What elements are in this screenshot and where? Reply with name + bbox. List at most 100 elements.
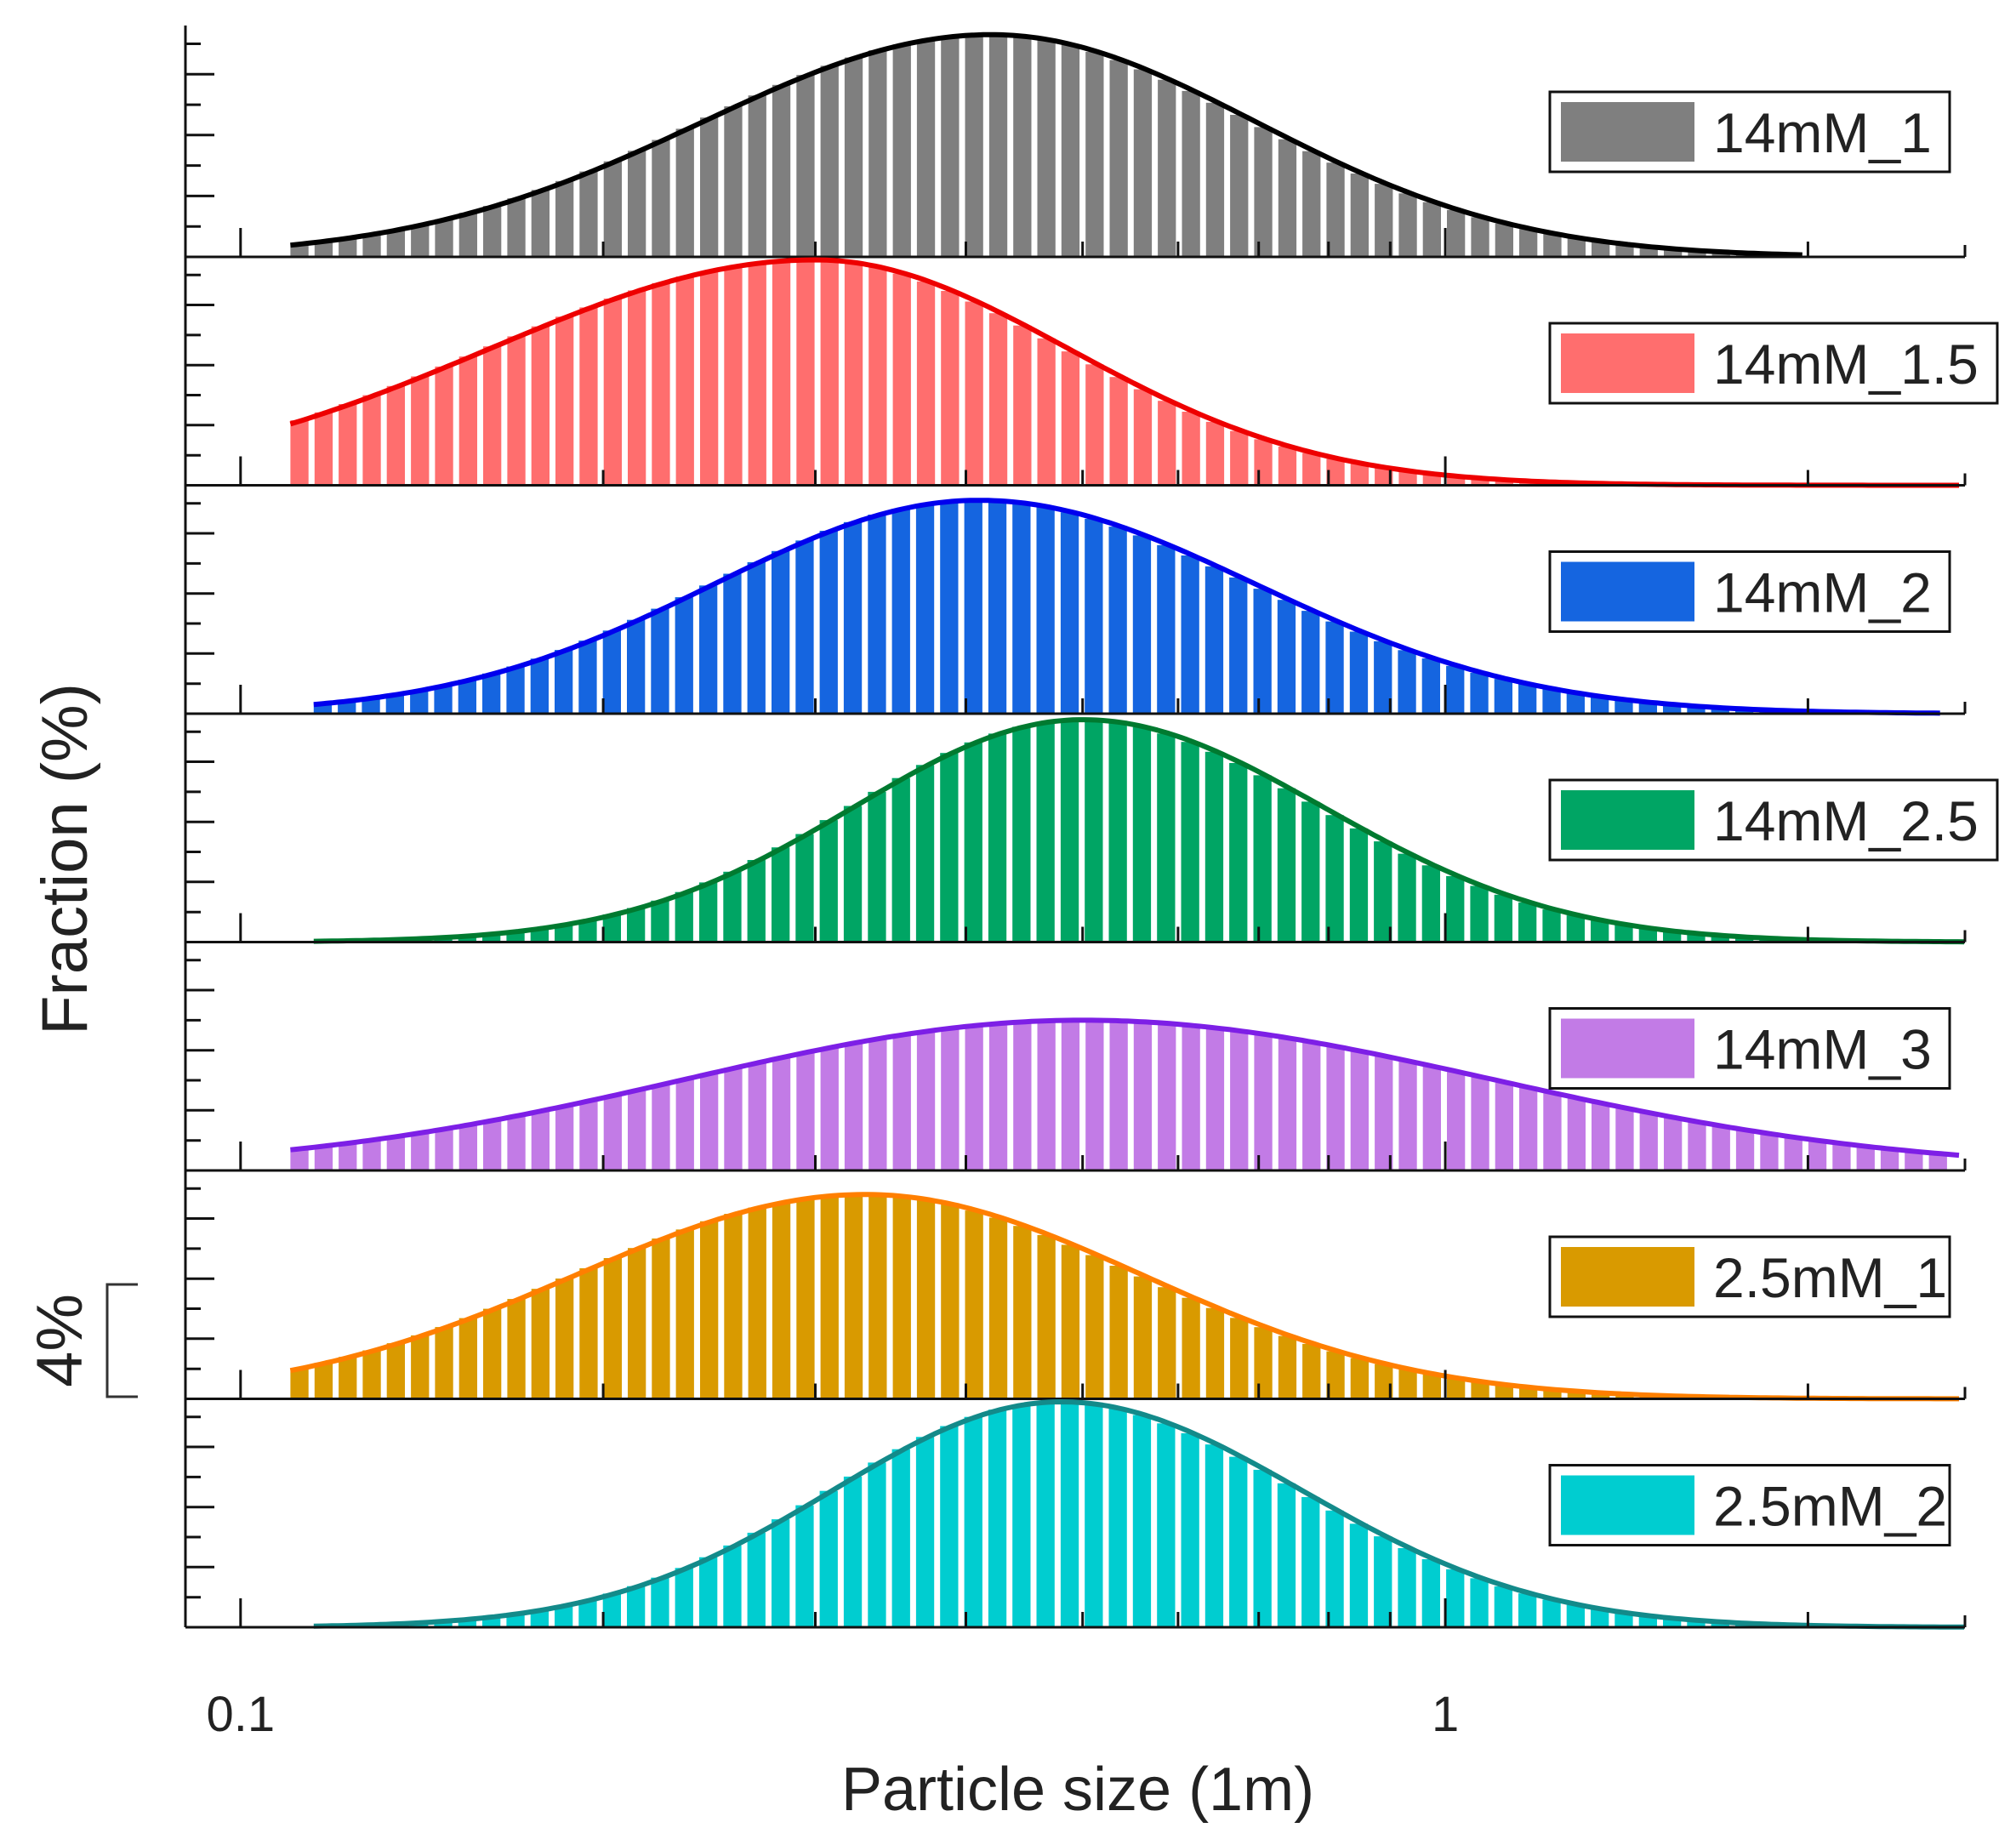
bar-14mM_2.5-42 xyxy=(1325,815,1344,942)
bar-14mM_3-18 xyxy=(724,1068,743,1170)
bar-14mM_3-44 xyxy=(1350,1051,1369,1170)
bar-14mM_2.5-45 xyxy=(1398,853,1416,942)
bar-14mM_1.5-44 xyxy=(1350,464,1369,486)
bar-2.5mM_1-4 xyxy=(386,1343,405,1399)
bar-14mM_3-30 xyxy=(1013,1022,1032,1170)
bar-14mM_1.5-9 xyxy=(507,336,526,486)
bar-2.5mM_2-5 xyxy=(434,1620,453,1627)
bar-14mM_2-53 xyxy=(1591,697,1609,714)
bar-2.5mM_1-35 xyxy=(1133,1276,1153,1399)
bar-14mM_1-39 xyxy=(1230,115,1249,257)
bar-14mM_3-46 xyxy=(1398,1061,1417,1170)
bar-2.5mM_2-10 xyxy=(555,1605,573,1627)
bar-14mM_2.5-46 xyxy=(1421,865,1440,942)
bar-14mM_1.5-20 xyxy=(772,260,791,486)
bar-14mM_2-57 xyxy=(1687,706,1706,714)
bar-2.5mM_2-30 xyxy=(1036,1402,1055,1627)
legend-swatch-2.5mM_2 xyxy=(1561,1475,1694,1535)
bar-14mM_2.5-16 xyxy=(699,882,718,942)
bar-14mM_2.5-48 xyxy=(1470,885,1489,942)
bar-2.5mM_1-32 xyxy=(1061,1244,1080,1399)
bar-14mM_3-27 xyxy=(941,1028,960,1170)
bar-2.5mM_1-48 xyxy=(1447,1378,1466,1399)
bar-14mM_3-15 xyxy=(652,1084,670,1170)
bar-2.5mM_1-33 xyxy=(1085,1255,1104,1399)
bar-2.5mM_1-41 xyxy=(1278,1335,1297,1399)
bar-14mM_2.5-44 xyxy=(1374,841,1392,942)
bar-14mM_1.5-48 xyxy=(1447,476,1466,486)
bar-2.5mM_2-51 xyxy=(1542,1599,1561,1627)
bar-14mM_2-2 xyxy=(362,698,380,714)
bar-2.5mM_2-25 xyxy=(915,1437,935,1627)
bar-2.5mM_1-47 xyxy=(1422,1374,1441,1399)
bar-14mM_3-25 xyxy=(892,1034,911,1170)
bar-14mM_2.5-54 xyxy=(1615,925,1633,942)
bar-14mM_1-51 xyxy=(1519,229,1538,257)
bar-14mM_3-29 xyxy=(988,1023,1008,1170)
bar-14mM_3-12 xyxy=(579,1100,598,1170)
bar-14mM_2-13 xyxy=(627,619,646,714)
bar-2.5mM_2-43 xyxy=(1349,1523,1369,1627)
bar-2.5mM_2-31 xyxy=(1060,1402,1079,1627)
bar-14mM_1.5-1 xyxy=(314,412,333,486)
bar-14mM_2.5-47 xyxy=(1446,875,1465,942)
bar-14mM_2.5-28 xyxy=(988,733,1007,942)
bar-14mM_2.5-43 xyxy=(1349,828,1369,942)
bar-14mM_2-20 xyxy=(795,540,814,714)
bar-14mM_2.5-26 xyxy=(940,753,959,942)
bar-14mM_2-56 xyxy=(1663,704,1682,714)
bar-14mM_3-58 xyxy=(1688,1122,1706,1170)
bar-14mM_1-49 xyxy=(1471,217,1489,257)
bar-14mM_1-26 xyxy=(916,39,936,257)
fit-line-2.5mM_1 xyxy=(289,1192,1959,1402)
bar-14mM_2-52 xyxy=(1566,692,1585,714)
bar-2.5mM_2-48 xyxy=(1470,1578,1489,1627)
bar-14mM_1-55 xyxy=(1615,244,1634,257)
scale-bar-bracket xyxy=(105,1283,138,1398)
bar-14mM_1.5-32 xyxy=(1061,351,1080,486)
bar-14mM_1.5-45 xyxy=(1375,467,1393,486)
bar-2.5mM_2-13 xyxy=(627,1586,646,1627)
bar-14mM_1-2 xyxy=(339,237,357,257)
bar-14mM_1.5-0 xyxy=(290,420,309,486)
bar-14mM_1.5-7 xyxy=(458,356,477,486)
bar-2.5mM_1-7 xyxy=(458,1318,477,1399)
bar-2.5mM_2-55 xyxy=(1638,1615,1657,1627)
bar-2.5mM_2-39 xyxy=(1253,1469,1272,1627)
bar-14mM_1.5-35 xyxy=(1133,389,1153,486)
bar-2.5mM_2-41 xyxy=(1301,1496,1320,1627)
bar-14mM_2.5-59 xyxy=(1735,937,1754,942)
bar-14mM_2-49 xyxy=(1494,679,1512,714)
bar-14mM_3-0 xyxy=(290,1148,309,1170)
bar-14mM_2-46 xyxy=(1421,658,1440,714)
bar-2.5mM_1-20 xyxy=(772,1202,791,1399)
bar-2.5mM_1-50 xyxy=(1495,1385,1513,1399)
bar-14mM_3-22 xyxy=(820,1047,839,1170)
bar-14mM_2-45 xyxy=(1398,650,1416,714)
bar-2.5mM_2-11 xyxy=(578,1600,597,1627)
bar-14mM_1.5-36 xyxy=(1158,401,1176,486)
bar-2.5mM_1-19 xyxy=(748,1207,766,1399)
bar-14mM_1-21 xyxy=(796,75,815,257)
bar-14mM_1-42 xyxy=(1302,151,1321,257)
bar-2.5mM_2-12 xyxy=(602,1593,621,1627)
bar-2.5mM_2-37 xyxy=(1204,1444,1224,1627)
bar-2.5mM_1-24 xyxy=(868,1194,887,1399)
bar-14mM_3-39 xyxy=(1230,1031,1249,1170)
bar-14mM_2-7 xyxy=(482,673,501,714)
bar-2.5mM_1-0 xyxy=(290,1368,309,1399)
bar-14mM_2-39 xyxy=(1253,589,1272,714)
bar-14mM_2.5-30 xyxy=(1036,721,1055,942)
legend-label-2.5mM_2: 2.5mM_2 xyxy=(1713,1475,1947,1538)
bar-14mM_2.5-41 xyxy=(1301,801,1320,942)
bar-14mM_3-5 xyxy=(411,1132,430,1170)
bar-14mM_1-16 xyxy=(675,128,694,257)
bar-14mM_1-7 xyxy=(458,213,477,257)
bar-14mM_1.5-30 xyxy=(1013,325,1032,486)
bar-14mM_3-9 xyxy=(507,1115,526,1170)
bar-2.5mM_1-3 xyxy=(362,1350,381,1399)
legend-2.5mM_1: 2.5mM_1 xyxy=(1548,1235,1951,1318)
bar-14mM_2-40 xyxy=(1277,600,1296,714)
bar-14mM_2-3 xyxy=(385,694,404,714)
